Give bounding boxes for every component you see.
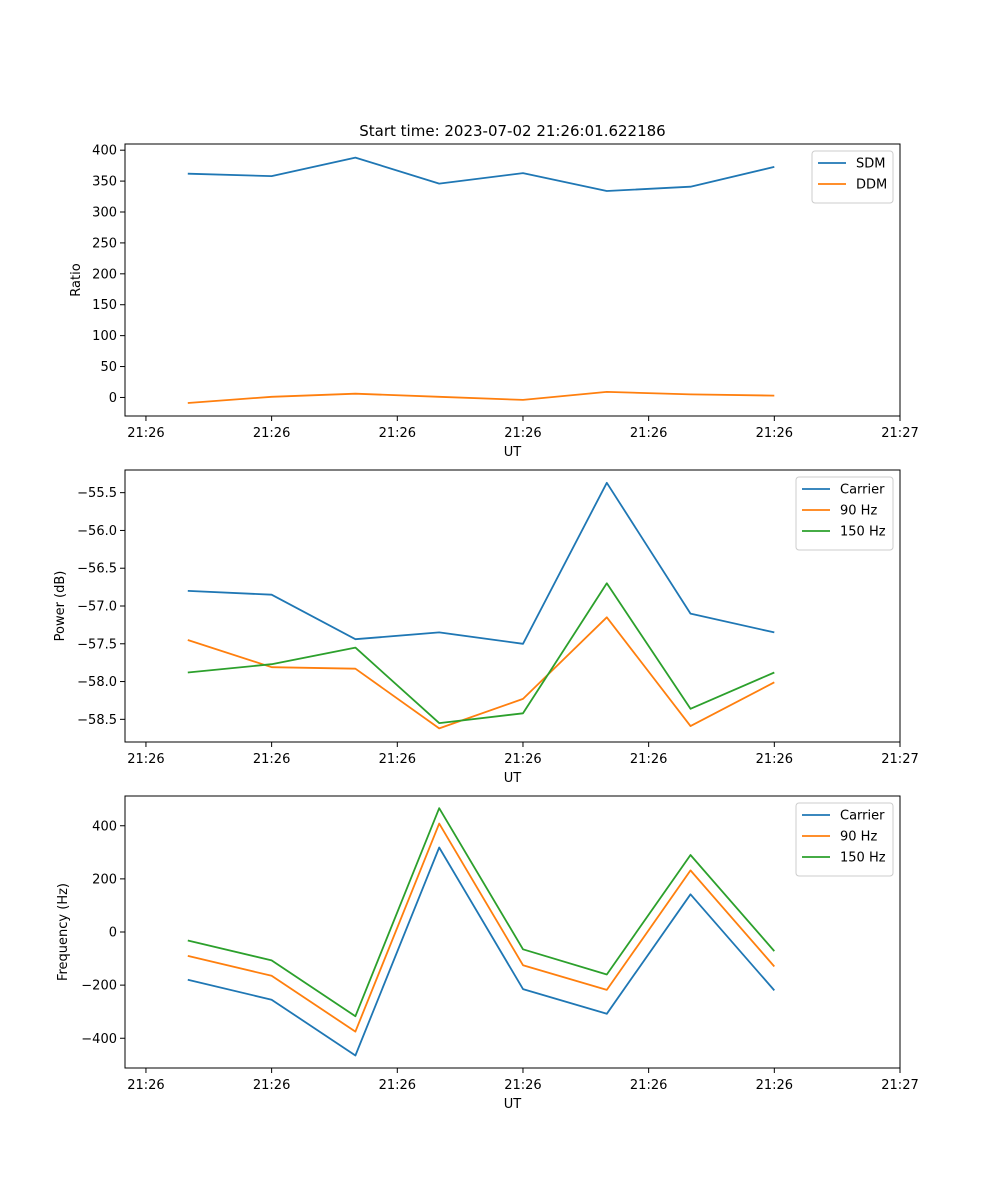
y-axis-label: Frequency (Hz) (56, 883, 71, 981)
panel-2: −58.5 −58.0 −57.5 −57.0 −56.5 −56.0 −55.5 21:26… (53, 469, 919, 786)
series-line-sdm (187, 156, 775, 192)
axes-frame (124, 143, 901, 417)
series-line-150-hz (187, 807, 775, 1018)
x-tick-label: 21:26 (127, 426, 164, 441)
panel-3: −400 −200 0 200 400 21:26 21:26 21:26 21:26 21:26… (56, 795, 919, 1112)
figure-title: Start time: 2023-07-02 21:26:01.622186 (359, 122, 665, 140)
series-line-150-hz (187, 582, 775, 724)
y-tick-label: −58.0 (77, 675, 117, 690)
legend: Carrier 90 Hz 150 Hz (795, 476, 894, 551)
x-tick-label: 21:26 (253, 752, 290, 767)
y-axis-label: Ratio (69, 263, 84, 296)
x-tick-label: 21:26 (253, 426, 290, 441)
panels: 0 50 100 150 200 250 300 350 400 21:26 21:26 21:26 2… (53, 143, 919, 1112)
y-tick-label: −58.5 (77, 713, 117, 728)
series-line-carrier (187, 481, 775, 645)
y-tick-label: 300 (92, 206, 117, 221)
y-tick-label: 400 (92, 819, 117, 834)
legend-label: 150 Hz (840, 851, 886, 866)
x-tick-label: 21:26 (630, 752, 667, 767)
x-tick-label: 21:27 (881, 752, 918, 767)
x-tick-label: 21:26 (504, 426, 541, 441)
y-tick-label: −57.5 (77, 637, 117, 652)
legend-label: DDM (856, 178, 887, 193)
axes-frame (124, 469, 901, 743)
y-tick-label: −400 (81, 1032, 117, 1047)
y-tick-label: 50 (100, 360, 117, 375)
x-tick-label: 21:26 (630, 426, 667, 441)
y-tick-label: 150 (92, 298, 117, 313)
x-tick-label: 21:26 (253, 1078, 290, 1093)
series-line-ddm (187, 390, 775, 404)
y-axis-label: Power (dB) (53, 571, 68, 642)
y-tick-label: 400 (92, 144, 117, 159)
panel-1: 0 50 100 150 200 250 300 350 400 21:26 21:26 21:26 2… (69, 143, 919, 460)
x-tick-label: 21:26 (630, 1078, 667, 1093)
y-tick-label: −56.0 (77, 524, 117, 539)
legend-label: Carrier (840, 809, 885, 824)
x-tick-label: 21:27 (881, 426, 918, 441)
series-line-carrier (187, 846, 775, 1057)
x-axis-label: UT (504, 1097, 522, 1112)
x-tick-label: 21:26 (504, 752, 541, 767)
x-axis-label: UT (504, 771, 522, 786)
legend-label: 90 Hz (840, 830, 877, 845)
y-tick-label: 100 (92, 329, 117, 344)
x-tick-label: 21:26 (379, 752, 416, 767)
x-tick-label: 21:26 (756, 426, 793, 441)
series-line-90-hz (187, 822, 775, 1033)
y-tick-label: 0 (109, 391, 117, 406)
legend: Carrier 90 Hz 150 Hz (795, 802, 894, 877)
y-tick-label: 200 (92, 267, 117, 282)
x-tick-label: 21:26 (756, 1078, 793, 1093)
legend-box (811, 150, 894, 204)
x-tick-label: 21:26 (127, 752, 164, 767)
y-tick-label: 250 (92, 236, 117, 251)
legend-label: 150 Hz (840, 525, 886, 540)
y-tick-label: 0 (109, 926, 117, 941)
x-tick-label: 21:26 (504, 1078, 541, 1093)
y-tick-label: −55.5 (77, 486, 117, 501)
y-tick-label: 350 (92, 175, 117, 190)
y-tick-label: −200 (81, 979, 117, 994)
series-line-90-hz (187, 616, 775, 730)
x-tick-label: 21:26 (756, 752, 793, 767)
x-tick-label: 21:26 (379, 1078, 416, 1093)
legend-label: SDM (856, 157, 885, 172)
axes-frame (124, 795, 901, 1069)
y-tick-label: 200 (92, 872, 117, 887)
x-tick-label: 21:26 (127, 1078, 164, 1093)
x-tick-label: 21:26 (379, 426, 416, 441)
x-tick-label: 21:27 (881, 1078, 918, 1093)
x-axis-label: UT (504, 445, 522, 460)
legend-label: 90 Hz (840, 504, 877, 519)
legend: SDM DDM (811, 150, 894, 204)
y-tick-label: −56.5 (77, 562, 117, 577)
legend-label: Carrier (840, 483, 885, 498)
y-tick-label: −57.0 (77, 600, 117, 615)
